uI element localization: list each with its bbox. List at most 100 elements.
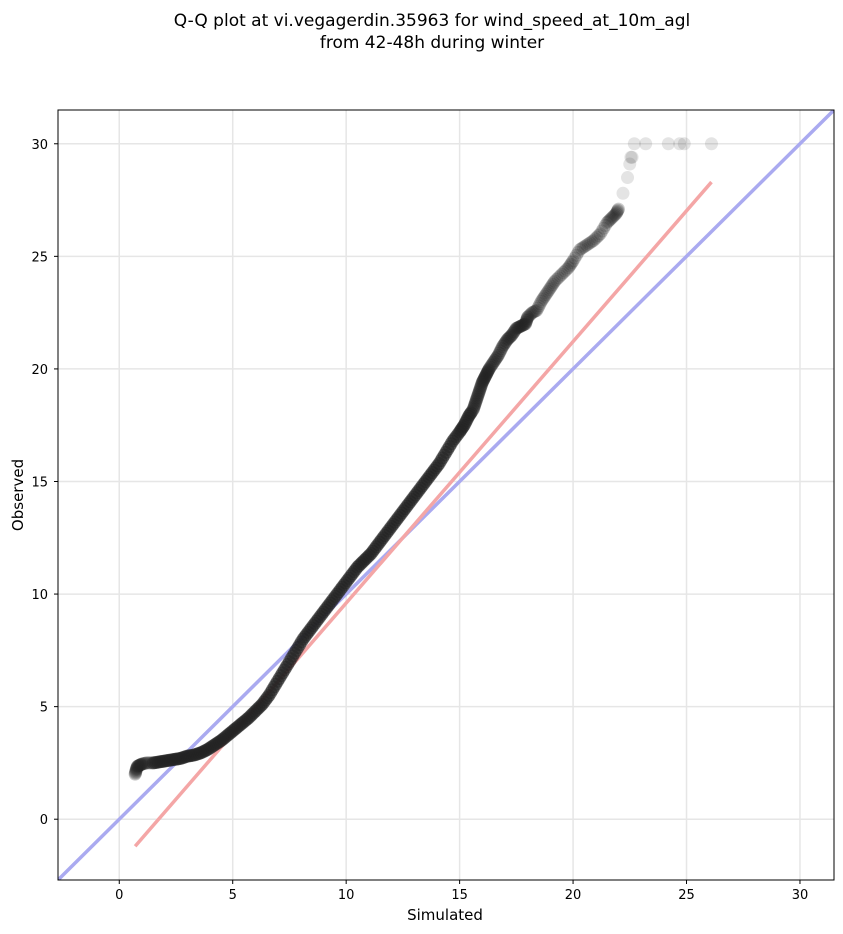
y-tick-label: 20 (31, 363, 48, 378)
data-point (471, 389, 485, 403)
data-point (623, 157, 637, 171)
data-point (571, 245, 585, 259)
data-point (478, 370, 492, 384)
data-point (472, 384, 486, 398)
data-point (576, 240, 590, 254)
data-point (136, 757, 150, 771)
data-point (558, 264, 572, 278)
data-point (609, 207, 623, 221)
data-point (130, 760, 144, 774)
x-tick-label: 30 (792, 888, 809, 903)
y-tick-label: 15 (31, 475, 48, 490)
data-point (512, 320, 526, 334)
data-point (542, 283, 556, 297)
data-point (476, 374, 490, 388)
data-point (548, 274, 562, 288)
data-point (541, 284, 555, 298)
data-point (133, 758, 147, 772)
data-point (704, 137, 718, 151)
data-point (677, 137, 691, 151)
data-point (590, 230, 604, 244)
data-point (130, 761, 144, 775)
data-point (132, 758, 146, 772)
data-point (532, 299, 546, 313)
data-point (489, 352, 503, 366)
data-point (133, 758, 147, 772)
chart-title-line2: from 42-48h during winter (320, 33, 544, 53)
data-point (608, 208, 622, 222)
data-point (568, 251, 582, 265)
data-point (546, 277, 560, 291)
data-point (580, 238, 594, 252)
data-point (487, 355, 501, 369)
data-point (486, 357, 500, 371)
data-point (475, 377, 489, 391)
data-point (514, 319, 528, 333)
data-point (600, 216, 614, 230)
data-point (508, 323, 522, 337)
data-point (523, 308, 537, 322)
data-point (535, 293, 549, 307)
data-point (509, 321, 523, 335)
x-axis-ticks: 0 5 10 15 20 25 30 (115, 880, 808, 903)
data-point (531, 301, 545, 315)
data-point (490, 350, 504, 364)
data-point (129, 764, 143, 778)
y-axis-label: Observed (9, 459, 27, 531)
data-point (583, 236, 597, 250)
data-point (497, 338, 511, 352)
data-point (515, 319, 529, 333)
data-point (465, 404, 479, 418)
data-point (472, 386, 486, 400)
x-tick-label: 10 (338, 888, 355, 903)
data-point (130, 762, 144, 776)
data-point (480, 366, 494, 380)
data-point (507, 325, 521, 339)
data-point (525, 306, 539, 320)
data-point (481, 364, 495, 378)
y-tick-label: 25 (31, 250, 48, 265)
data-point (537, 291, 551, 305)
data-point (469, 394, 483, 408)
data-point (521, 310, 535, 324)
y-tick-label: 10 (31, 588, 48, 603)
data-point (134, 757, 148, 771)
data-point (566, 254, 580, 268)
data-point (495, 342, 509, 356)
data-point (611, 203, 625, 217)
data-point (517, 317, 531, 331)
x-tick-label: 20 (565, 888, 582, 903)
x-axis-label: Simulated (407, 906, 483, 924)
data-point (498, 336, 512, 350)
data-point (467, 401, 481, 415)
data-point (504, 329, 518, 343)
data-point (529, 304, 543, 318)
data-point (547, 276, 561, 290)
data-point (605, 211, 619, 225)
x-tick-label: 5 (229, 888, 237, 903)
data-point (601, 214, 615, 228)
x-tick-label: 25 (678, 888, 695, 903)
data-point (586, 234, 600, 248)
data-point (610, 204, 624, 218)
data-point (471, 387, 485, 401)
y-tick-label: 0 (40, 813, 48, 828)
data-point (475, 375, 489, 389)
data-point (563, 259, 577, 273)
data-point (483, 360, 497, 374)
data-point (597, 221, 611, 235)
data-point (520, 312, 534, 326)
data-point (534, 294, 548, 308)
data-point (569, 248, 583, 262)
data-point (496, 339, 510, 353)
data-point (131, 759, 145, 773)
data-point (518, 317, 532, 331)
data-point (522, 309, 536, 323)
data-point (470, 391, 484, 405)
data-point (510, 321, 524, 335)
data-point (135, 757, 149, 771)
y-tick-label: 30 (31, 138, 48, 153)
data-point (562, 261, 576, 275)
data-point (476, 373, 490, 387)
